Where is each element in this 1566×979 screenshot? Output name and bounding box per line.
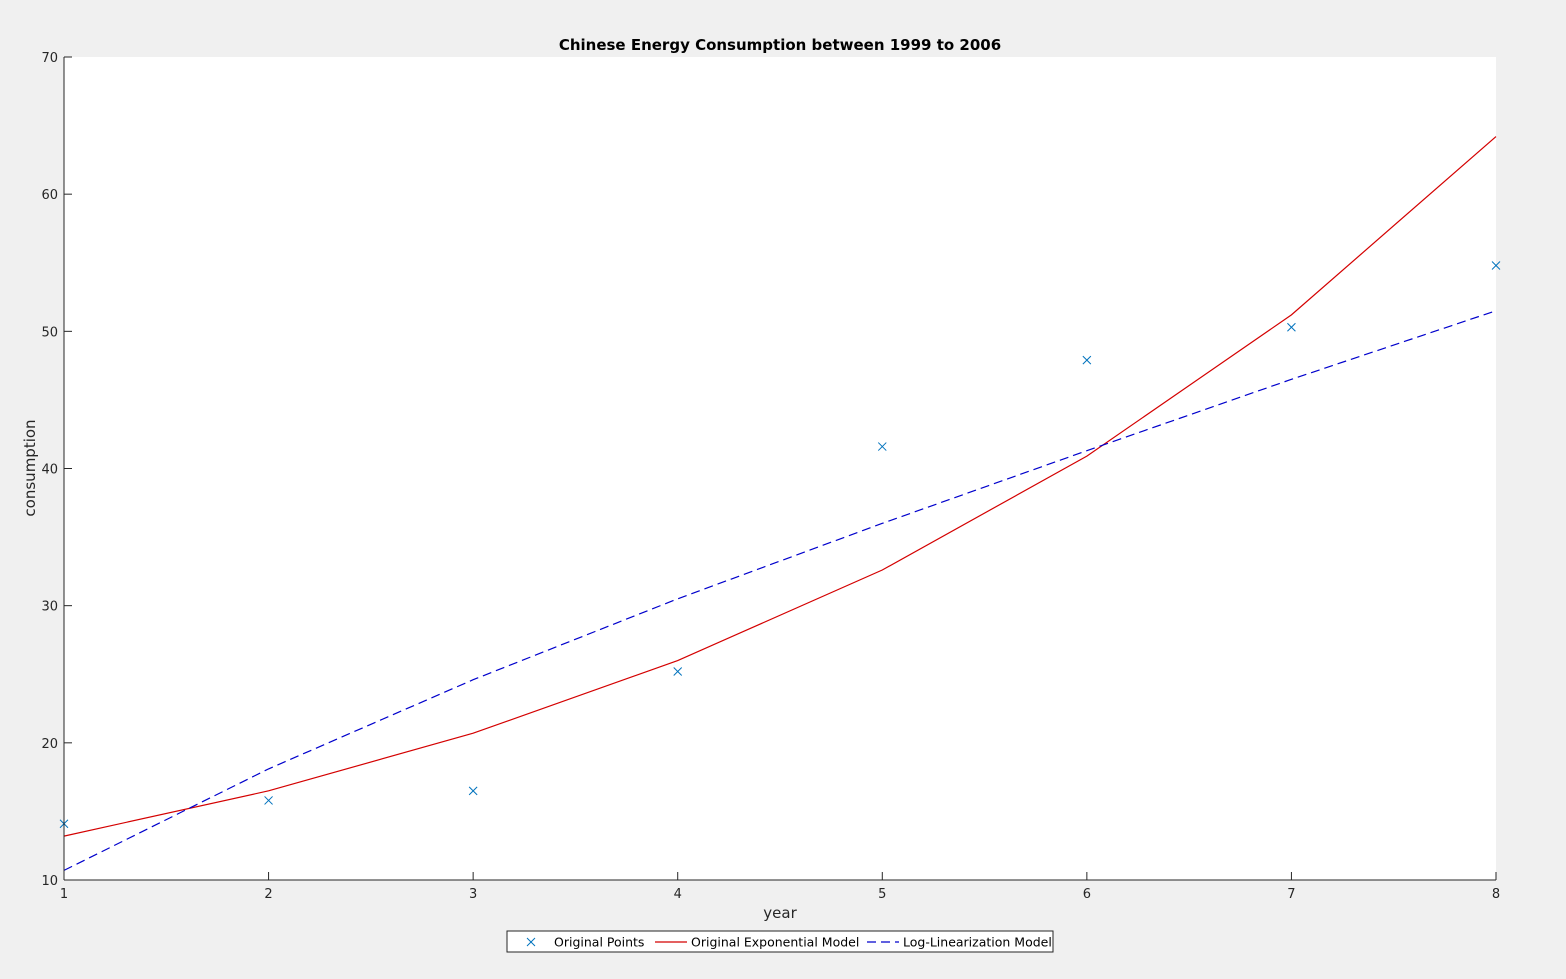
data-point-marker [1491,261,1501,270]
x-tick-label: 2 [264,887,272,902]
legend-marker-x [526,937,536,947]
x-tick-label: 6 [1083,887,1091,902]
x-tick-label: 5 [878,887,886,902]
legend-item: Log-Linearization Model [867,935,1052,950]
data-point-marker [264,796,273,805]
data-point-marker [1287,322,1296,332]
x-tick-label: 7 [1287,887,1295,902]
legend-label: Log-Linearization Model [903,935,1052,950]
y-tick-label: 20 [41,737,58,752]
data-point-marker [877,442,887,451]
legend-item: Original Exponential Model [655,935,859,950]
axes-layer: 1 2 3 4 5 6 7 8 10 20 30 40 50 60 70 [41,51,1500,902]
exponential-model-line [63,136,1497,837]
plot-area [64,57,1496,880]
legend-box [506,930,1054,953]
y-tick-label: 10 [41,874,58,889]
x-tick-label: 8 [1492,887,1500,902]
x-tick-label: 1 [60,887,68,902]
data-point-marker [468,786,478,796]
data-point-marker [673,667,683,676]
y-tick-label: 50 [41,325,58,340]
legend-item: Original Points [526,935,644,950]
chart-title: Chinese Energy Consumption between 1999 … [559,36,1001,54]
x-tick-label: 4 [674,887,682,902]
data-point-marker [1082,355,1092,365]
legend-label: Original Exponential Model [691,935,859,950]
x-axis-label: year [763,904,797,922]
series-layer [59,136,1501,871]
y-tick-label: 40 [41,463,58,478]
legend: Original Points Original Exponential Mode… [506,930,1054,953]
x-tick-label: 3 [469,887,477,902]
y-tick-label: 60 [41,188,58,203]
legend-label: Original Points [554,935,644,950]
y-tick-label: 70 [41,51,58,66]
y-tick-label: 30 [41,600,58,615]
y-axis-label: consumption [21,419,39,516]
